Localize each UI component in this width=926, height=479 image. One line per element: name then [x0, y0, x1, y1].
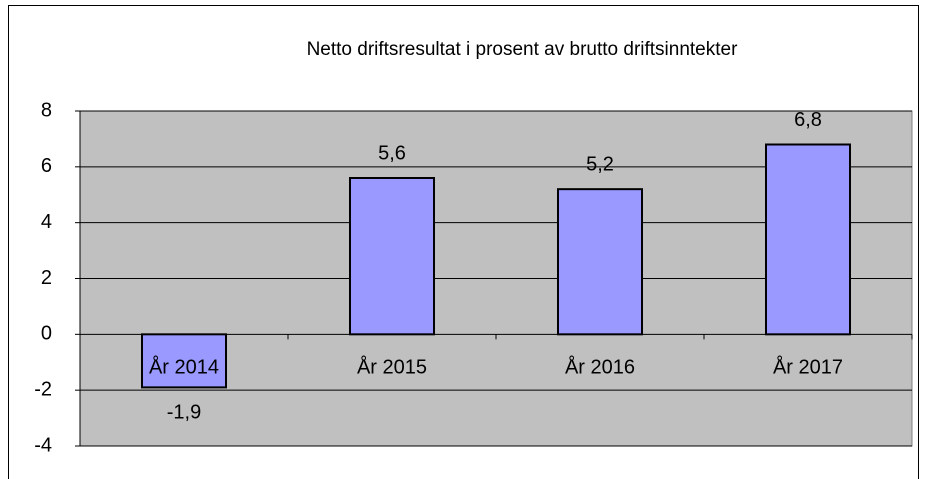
- bar: [349, 177, 435, 336]
- x-tick-label: År 2014: [149, 356, 219, 379]
- y-tick-label: -4: [34, 434, 52, 456]
- y-tick-label: -2: [34, 378, 52, 400]
- data-label: 5,6: [378, 142, 406, 164]
- data-label: 5,2: [586, 153, 614, 175]
- bar: [557, 188, 643, 336]
- x-tick-label: År 2016: [565, 356, 635, 379]
- bar: [141, 333, 227, 389]
- y-tick-label: 4: [41, 211, 52, 233]
- x-tick-label: År 2017: [773, 356, 843, 379]
- y-tick-label: 0: [41, 323, 52, 345]
- chart-title: Netto driftsresultat i prosent av brutto…: [307, 39, 739, 60]
- y-tick-label: 2: [41, 267, 52, 289]
- bar: [765, 143, 851, 336]
- data-label: 6,8: [794, 109, 822, 131]
- data-label: -1,9: [167, 402, 201, 424]
- y-tick-label: 6: [41, 155, 52, 177]
- y-tick-label: 8: [41, 99, 52, 121]
- x-tick-label: År 2015: [357, 356, 427, 379]
